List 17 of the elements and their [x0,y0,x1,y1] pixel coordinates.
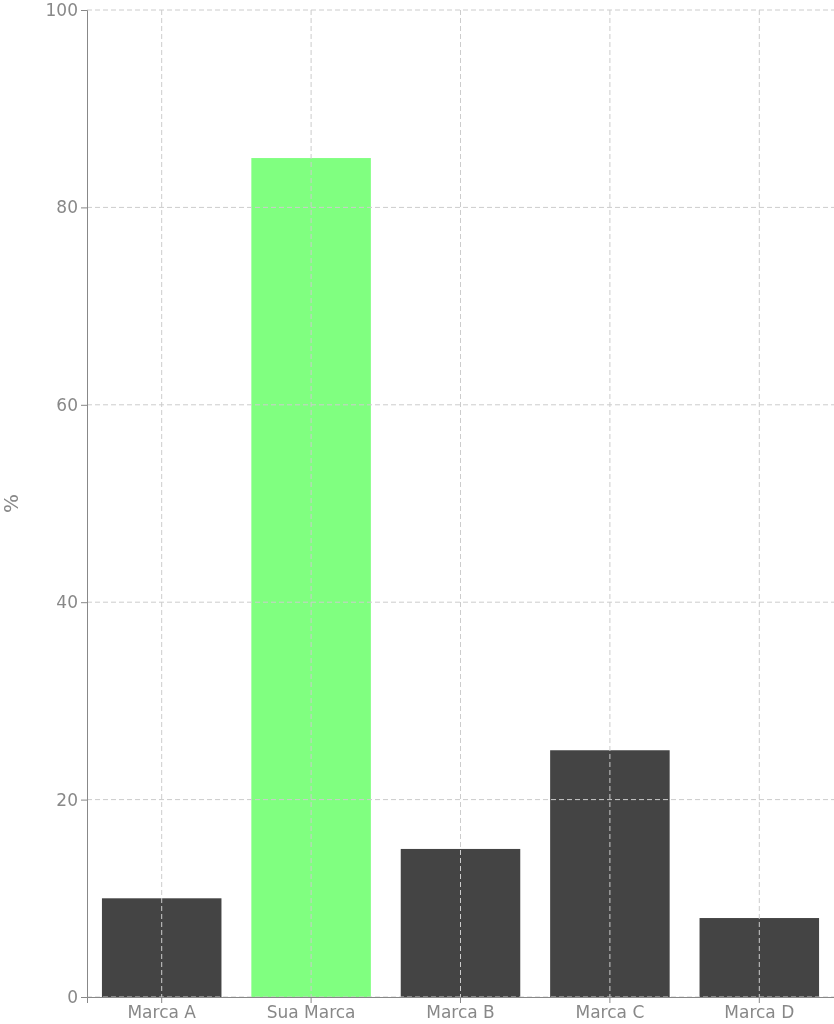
bar [400,848,521,997]
x-tick-label: Marca A [127,1002,197,1023]
x-tick-label: Marca B [426,1002,495,1023]
y-tick-label: 0 [67,986,78,1007]
y-tick-label: 100 [45,0,78,20]
bar [550,750,670,997]
y-tick-label: 60 [56,394,78,415]
y-tick-label: 80 [56,197,78,218]
bar [251,158,371,997]
x-tick-label: Sua Marca [266,1002,356,1023]
y-axis-title: % [0,493,23,514]
x-tick-label: Marca D [724,1002,795,1023]
bar [101,898,222,997]
x-tick-label: Marca C [575,1002,645,1023]
bar [699,918,820,997]
y-tick-label: 40 [56,592,78,613]
y-tick-label: 20 [56,789,78,810]
